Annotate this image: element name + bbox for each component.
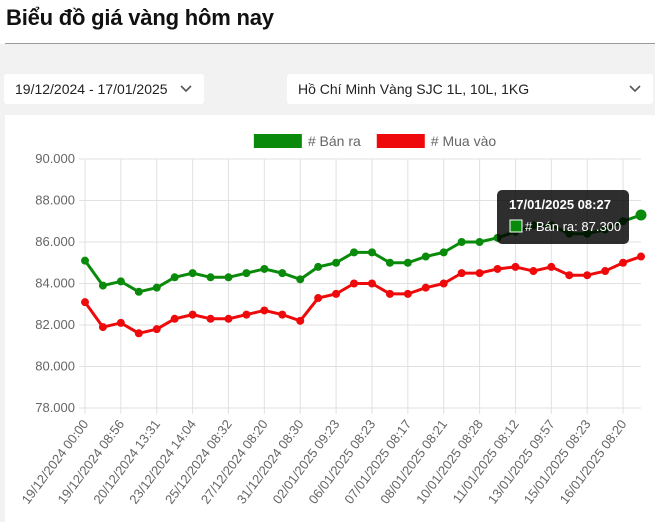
data-point[interactable] bbox=[367, 248, 376, 257]
location-value: Hồ Chí Minh Vàng SJC 1L, 10L, 1KG bbox=[298, 81, 530, 97]
data-point[interactable] bbox=[116, 318, 125, 327]
data-point[interactable] bbox=[439, 248, 448, 257]
data-point[interactable] bbox=[206, 314, 215, 323]
data-point[interactable] bbox=[583, 271, 592, 280]
location-select[interactable]: Hồ Chí Minh Vàng SJC 1L, 10L, 1KG bbox=[287, 74, 653, 104]
data-point[interactable] bbox=[475, 238, 484, 246]
chevron-down-icon bbox=[629, 85, 641, 93]
data-point[interactable] bbox=[385, 289, 394, 298]
data-point[interactable] bbox=[511, 262, 520, 271]
data-point[interactable] bbox=[601, 267, 610, 276]
data-point[interactable] bbox=[134, 287, 143, 296]
data-point[interactable] bbox=[152, 325, 161, 334]
title-divider bbox=[5, 43, 655, 44]
data-point[interactable] bbox=[116, 277, 125, 286]
data-point[interactable] bbox=[81, 298, 89, 307]
tooltip-box bbox=[497, 190, 629, 244]
data-point[interactable] bbox=[565, 271, 574, 280]
data-point[interactable] bbox=[637, 252, 645, 261]
chevron-down-icon bbox=[180, 85, 192, 93]
data-point[interactable] bbox=[403, 289, 412, 298]
data-point[interactable] bbox=[350, 248, 359, 257]
data-point[interactable] bbox=[493, 264, 502, 273]
price-line-chart[interactable]: 78.000 80.000 82.000 84.000 86.000 88.000 90.0… bbox=[5, 115, 655, 522]
data-point[interactable] bbox=[278, 310, 287, 319]
tooltip-label: # Bán ra: 87.300 bbox=[525, 219, 621, 234]
data-point[interactable] bbox=[98, 323, 107, 332]
data-point[interactable] bbox=[134, 329, 143, 338]
y-tick-label: 86.000 bbox=[35, 234, 75, 249]
legend-swatch[interactable] bbox=[376, 134, 425, 148]
data-point[interactable] bbox=[547, 262, 556, 271]
data-point[interactable] bbox=[457, 269, 466, 278]
legend-label[interactable]: # Mua vào bbox=[431, 133, 497, 149]
data-point[interactable] bbox=[224, 273, 233, 282]
data-point[interactable] bbox=[314, 294, 323, 303]
data-point[interactable] bbox=[529, 267, 538, 276]
data-point[interactable] bbox=[296, 275, 305, 284]
y-tick-label: 88.000 bbox=[35, 193, 75, 208]
data-point[interactable] bbox=[314, 262, 323, 271]
data-point[interactable] bbox=[188, 310, 197, 319]
data-point[interactable] bbox=[188, 269, 197, 278]
x-tick-label: 16/01/2025 08:20 bbox=[557, 417, 630, 507]
y-tick-label: 78.000 bbox=[35, 400, 75, 415]
series-line bbox=[83, 255, 642, 335]
data-point[interactable] bbox=[260, 306, 269, 315]
data-point[interactable] bbox=[439, 279, 448, 288]
data-point[interactable] bbox=[170, 273, 179, 282]
chart-tooltip: 17/01/2025 08:27 # Bán ra: 87.300 bbox=[497, 190, 629, 244]
data-point[interactable] bbox=[242, 269, 251, 278]
legend-label[interactable]: # Bán ra bbox=[308, 133, 361, 149]
page-title: Biểu đồ giá vàng hôm nay bbox=[6, 5, 274, 30]
data-point[interactable] bbox=[260, 264, 269, 273]
data-point[interactable] bbox=[332, 289, 341, 298]
data-point[interactable] bbox=[98, 281, 107, 290]
chart-legend: # Bán ra # Mua vào bbox=[253, 133, 497, 149]
data-point[interactable] bbox=[421, 283, 430, 292]
tooltip-title: 17/01/2025 08:27 bbox=[509, 197, 611, 212]
data-point[interactable] bbox=[152, 283, 161, 292]
data-point[interactable] bbox=[403, 258, 412, 267]
y-axis-ticks: 78.000 80.000 82.000 84.000 86.000 88.000 90.0… bbox=[35, 151, 75, 415]
data-point[interactable] bbox=[385, 258, 394, 267]
data-point[interactable] bbox=[421, 252, 430, 261]
data-point[interactable] bbox=[296, 316, 305, 325]
data-point[interactable] bbox=[332, 258, 341, 267]
data-point[interactable] bbox=[224, 314, 233, 323]
data-point[interactable] bbox=[278, 269, 287, 278]
data-point[interactable] bbox=[170, 314, 179, 323]
chart-card: 78.000 80.000 82.000 84.000 86.000 88.000 90.0… bbox=[5, 115, 655, 522]
data-point[interactable] bbox=[635, 209, 647, 221]
data-point[interactable] bbox=[350, 279, 359, 288]
data-point[interactable] bbox=[367, 279, 376, 288]
y-tick-label: 82.000 bbox=[35, 317, 75, 332]
y-tick-label: 90.000 bbox=[35, 151, 75, 166]
data-point[interactable] bbox=[206, 273, 215, 282]
tooltip-swatch bbox=[509, 219, 523, 233]
date-range-value: 19/12/2024 - 17/01/2025 bbox=[15, 81, 168, 97]
date-range-select[interactable]: 19/12/2024 - 17/01/2025 bbox=[4, 74, 204, 104]
data-point[interactable] bbox=[475, 269, 484, 278]
y-tick-label: 80.000 bbox=[35, 359, 75, 374]
data-point[interactable] bbox=[619, 258, 628, 267]
data-point[interactable] bbox=[81, 256, 89, 265]
data-point[interactable] bbox=[242, 310, 251, 319]
legend-swatch[interactable] bbox=[253, 134, 302, 148]
data-point[interactable] bbox=[457, 238, 466, 246]
y-tick-label: 84.000 bbox=[35, 276, 75, 291]
